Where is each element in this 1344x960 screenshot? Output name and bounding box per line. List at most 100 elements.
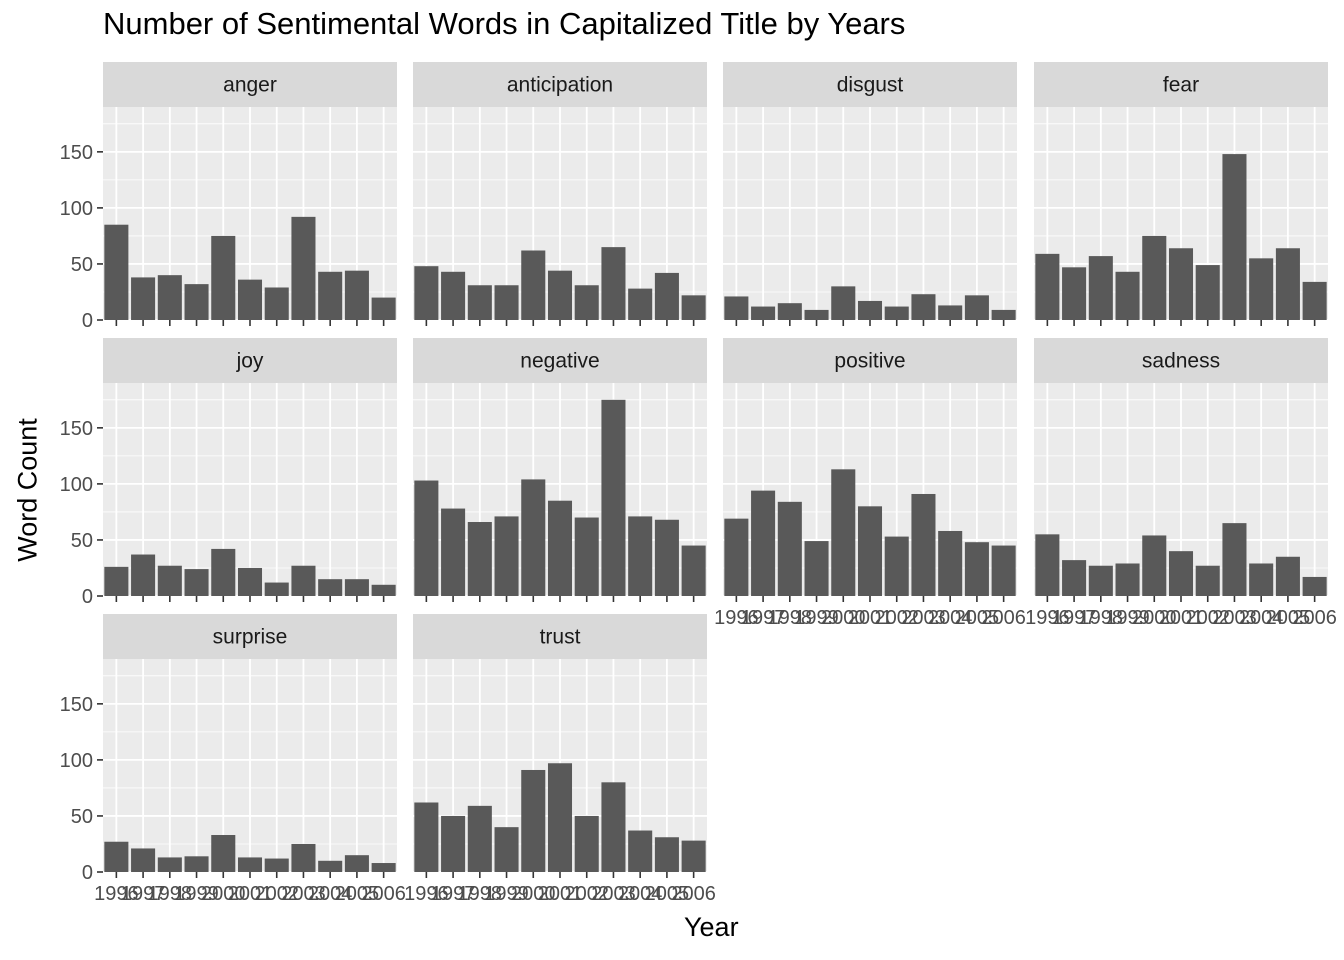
bar-anticipation-2004 — [628, 288, 653, 320]
bar-surprise-2005 — [344, 855, 369, 872]
bar-joy-1998 — [157, 565, 182, 596]
facet-anger: anger 0 50 100 150 — [60, 62, 397, 332]
x-tick-label: 2001 — [538, 883, 583, 905]
facet-strip — [413, 62, 707, 107]
facet-strip — [1034, 62, 1328, 107]
bar-anger-1999 — [184, 284, 209, 320]
bar-surprise-1996 — [104, 841, 129, 872]
bar-joy-2000 — [211, 548, 236, 596]
x-tick-label: 2000 — [511, 883, 556, 905]
x-tick-label: 2006 — [361, 883, 406, 905]
bar-anticipation-1999 — [494, 285, 519, 320]
facet-label: surprise — [213, 626, 288, 649]
bar-anticipation-2001 — [547, 270, 573, 320]
bar-negative-1999 — [494, 516, 519, 596]
y-tick-label: 150 — [60, 142, 93, 164]
bar-surprise-2000 — [211, 835, 236, 872]
y-tick-label: 0 — [82, 310, 93, 332]
bar-anger-2006 — [371, 297, 396, 320]
x-tick-label: 2003 — [281, 883, 326, 905]
x-tick-label: 2004 — [308, 883, 353, 905]
facet-label: anticipation — [507, 74, 613, 97]
bar-fear-2004 — [1249, 258, 1274, 320]
x-tick-label: 1997 — [121, 883, 166, 905]
bar-fear-2002 — [1195, 265, 1220, 320]
bar-fear-2005 — [1275, 248, 1300, 320]
bar-anticipation-1998 — [467, 285, 492, 320]
bar-fear-2000 — [1142, 235, 1167, 320]
chart-title: Number of Sentimental Words in Capitaliz… — [103, 6, 906, 41]
x-tick-label: 2004 — [1239, 607, 1284, 629]
facet-strip — [723, 338, 1017, 383]
facet-strip — [413, 614, 707, 659]
bar-negative-2001 — [547, 500, 573, 596]
x-tick-label: 1999 — [1105, 607, 1150, 629]
x-tick-label: 2002 — [564, 883, 609, 905]
bar-joy-2001 — [237, 567, 263, 596]
bar-surprise-2004 — [318, 860, 343, 872]
bar-disgust-1996 — [724, 296, 749, 320]
bar-positive-2005 — [964, 542, 989, 596]
x-tick-label: 2004 — [928, 607, 973, 629]
bar-fear-1996 — [1035, 253, 1060, 320]
bar-trust-2004 — [628, 830, 653, 872]
bar-anger-2005 — [344, 270, 369, 320]
bar-negative-2003 — [601, 399, 626, 596]
y-tick-label: 50 — [71, 254, 93, 276]
bar-surprise-1998 — [157, 857, 182, 872]
bar-positive-2004 — [938, 530, 963, 596]
x-tick-label: 1997 — [741, 607, 786, 629]
bar-joy-2004 — [318, 579, 343, 596]
bar-joy-1997 — [131, 554, 156, 596]
x-tick-label: 2000 — [821, 607, 866, 629]
x-tick-label: 2003 — [901, 607, 946, 629]
bar-anticipation-2005 — [654, 272, 679, 320]
x-tick-label: 1997 — [1052, 607, 1097, 629]
bar-disgust-2004 — [938, 305, 963, 320]
bar-sadness-2003 — [1222, 523, 1247, 596]
facet-label: negative — [520, 350, 599, 373]
y-tick-label: 150 — [60, 694, 93, 716]
bar-sadness-2005 — [1275, 556, 1300, 596]
bar-fear-2001 — [1168, 248, 1194, 320]
bar-sadness-1999 — [1115, 563, 1140, 596]
y-tick-label: 50 — [71, 806, 93, 828]
bar-joy-2003 — [291, 565, 316, 596]
bar-disgust-2003 — [911, 294, 936, 320]
y-tick-label: 50 — [71, 530, 93, 552]
bar-disgust-1997 — [751, 306, 776, 320]
x-tick-label: 2001 — [848, 607, 893, 629]
x-tick-label: 2005 — [955, 607, 1000, 629]
bar-trust-2003 — [601, 782, 626, 872]
facet-surprise: surprise05010015019961997199819992000200… — [60, 614, 406, 905]
bar-surprise-2002 — [264, 858, 289, 872]
y-tick-label: 150 — [60, 418, 93, 440]
bar-fear-1997 — [1062, 267, 1087, 320]
bar-anger-1998 — [157, 275, 182, 320]
facet-sadness: sadness199619971998199920002001200220032… — [1025, 338, 1337, 629]
x-tick-label: 1999 — [174, 883, 219, 905]
facet-strip — [1034, 338, 1328, 383]
bar-negative-2006 — [681, 545, 706, 596]
bar-anger-1997 — [131, 277, 156, 320]
bar-fear-2003 — [1222, 154, 1247, 320]
facet-label: anger — [223, 74, 277, 97]
bar-joy-1996 — [104, 566, 129, 596]
bar-positive-1997 — [751, 490, 776, 596]
bar-trust-1997 — [441, 815, 466, 872]
y-axis-title: Word Count — [12, 418, 43, 562]
x-tick-label: 2004 — [618, 883, 663, 905]
bar-fear-1998 — [1088, 256, 1113, 320]
bar-anticipation-1997 — [441, 271, 466, 320]
bar-disgust-1998 — [777, 303, 802, 320]
bar-anger-2002 — [264, 287, 289, 320]
x-tick-label: 2003 — [1212, 607, 1257, 629]
facet-fear: fear — [1034, 62, 1328, 326]
bar-sadness-1997 — [1062, 560, 1087, 596]
x-tick-label: 1998 — [768, 607, 813, 629]
bar-positive-2002 — [884, 536, 909, 596]
x-tick-label: 1999 — [484, 883, 529, 905]
facet-label: disgust — [837, 74, 904, 97]
x-tick-label: 1996 — [94, 883, 139, 905]
